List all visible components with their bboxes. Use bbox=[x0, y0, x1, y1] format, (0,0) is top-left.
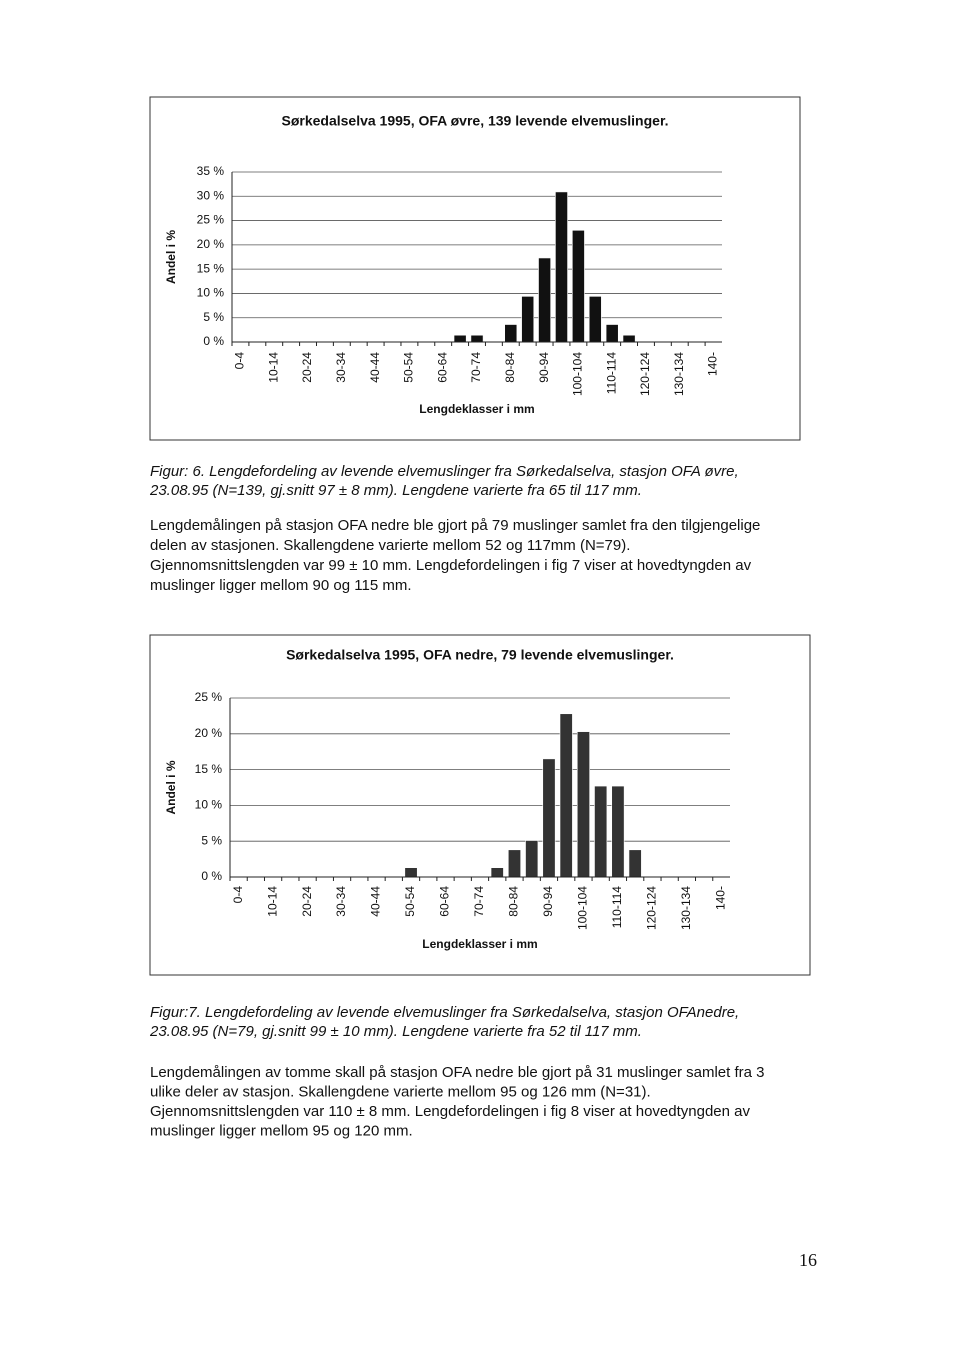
bar bbox=[453, 334, 467, 343]
figure-frame bbox=[149, 634, 811, 976]
x-tick-label: 80-84 bbox=[503, 352, 517, 383]
x-tick-label: 130-134 bbox=[679, 886, 693, 930]
y-tick-label: 10 % bbox=[195, 798, 223, 812]
bar bbox=[521, 296, 535, 343]
x-tick-label: 0-4 bbox=[231, 886, 245, 904]
y-tick-label: 25 % bbox=[197, 213, 225, 227]
figure-7-caption: 23.08.95 (N=79, gj.snitt 99 ± 10 mm). Le… bbox=[149, 1023, 642, 1040]
x-tick-label: 110-114 bbox=[610, 886, 624, 929]
y-tick-label: 30 % bbox=[197, 188, 225, 202]
bar bbox=[605, 324, 619, 343]
bar bbox=[542, 758, 556, 878]
x-tick-label: 20-24 bbox=[300, 886, 314, 917]
paragraph-1: Gjennomsnittslengden var 99 ± 10 mm. Len… bbox=[150, 557, 752, 574]
paragraph-2: Gjennomsnittslengden var 110 ± 8 mm. Len… bbox=[150, 1103, 750, 1120]
x-tick-label: 10-14 bbox=[266, 352, 280, 383]
x-tick-label: 70-74 bbox=[472, 886, 486, 917]
x-tick-label: 90-94 bbox=[541, 886, 555, 917]
bar bbox=[525, 840, 539, 878]
x-tick-label: 120-124 bbox=[638, 352, 652, 396]
y-tick-label: 5 % bbox=[201, 833, 222, 847]
bar bbox=[404, 867, 418, 878]
figure-6-caption: 23.08.95 (N=139, gj.snitt 97 ± 8 mm). Le… bbox=[149, 482, 642, 499]
figure-6-caption: Figur: 6. Lengdefordeling av levende elv… bbox=[150, 463, 739, 480]
figure-frame bbox=[149, 96, 801, 441]
x-tick-label: 40-44 bbox=[368, 352, 382, 383]
x-tick-label: 30-34 bbox=[334, 352, 348, 383]
bar bbox=[628, 849, 642, 878]
x-tick-label: 140- bbox=[714, 886, 728, 910]
paragraph-1: Lengdemålingen på stasjon OFA nedre ble … bbox=[150, 517, 760, 534]
chart-title: Sørkedalselva 1995, OFA øvre, 139 levend… bbox=[281, 113, 668, 129]
figure-7-caption: Figur:7. Lengdefordeling av levende elve… bbox=[150, 1004, 739, 1021]
bar bbox=[559, 713, 573, 878]
x-tick-label: 50-54 bbox=[402, 352, 416, 383]
bar bbox=[490, 867, 504, 878]
y-axis-label: Andel i % bbox=[164, 230, 178, 284]
bar bbox=[588, 296, 602, 343]
x-tick-label: 60-64 bbox=[435, 352, 449, 383]
x-tick-label: 80-84 bbox=[507, 886, 521, 917]
y-tick-label: 10 % bbox=[197, 286, 225, 300]
y-tick-label: 0 % bbox=[203, 334, 224, 348]
x-tick-label: 30-34 bbox=[334, 886, 348, 917]
paragraph-2: ulike deler av stasjon. Skallengdene var… bbox=[150, 1083, 651, 1100]
x-tick-label: 90-94 bbox=[537, 352, 551, 383]
bar bbox=[611, 785, 625, 878]
bar bbox=[538, 257, 551, 343]
bar bbox=[504, 324, 518, 343]
x-axis-label: Lengdeklasser i mm bbox=[419, 402, 534, 416]
bar bbox=[470, 334, 484, 343]
bar bbox=[555, 191, 568, 343]
page-number: 16 bbox=[799, 1250, 817, 1270]
y-axis-label: Andel i % bbox=[164, 760, 178, 814]
x-tick-label: 130-134 bbox=[672, 352, 686, 396]
bar bbox=[622, 334, 636, 343]
y-tick-label: 20 % bbox=[195, 726, 223, 740]
bar bbox=[594, 785, 608, 878]
x-tick-label: 120-124 bbox=[645, 886, 659, 930]
y-tick-label: 15 % bbox=[197, 261, 225, 275]
x-tick-label: 0-4 bbox=[233, 352, 247, 370]
x-tick-label: 100-104 bbox=[576, 886, 590, 930]
paragraph-1: muslinger ligger mellom 90 og 115 mm. bbox=[150, 577, 412, 594]
x-tick-label: 60-64 bbox=[438, 886, 452, 917]
x-tick-label: 50-54 bbox=[403, 886, 417, 917]
x-tick-label: 100-104 bbox=[571, 352, 585, 396]
y-tick-label: 35 % bbox=[197, 164, 225, 178]
y-tick-label: 20 % bbox=[197, 237, 225, 251]
x-tick-label: 70-74 bbox=[469, 352, 483, 383]
paragraph-2: Lengdemålingen av tomme skall på stasjon… bbox=[150, 1064, 765, 1081]
bar bbox=[576, 731, 590, 878]
y-tick-label: 5 % bbox=[203, 310, 224, 324]
bar bbox=[571, 229, 585, 343]
y-tick-label: 0 % bbox=[201, 869, 222, 883]
bar bbox=[507, 849, 521, 878]
y-tick-label: 15 % bbox=[195, 762, 223, 776]
y-tick-label: 25 % bbox=[195, 690, 223, 704]
chart-title: Sørkedalselva 1995, OFA nedre, 79 levend… bbox=[286, 647, 674, 663]
x-tick-label: 140- bbox=[706, 352, 720, 376]
x-tick-label: 110-114 bbox=[604, 352, 618, 395]
x-tick-label: 40-44 bbox=[369, 886, 383, 917]
x-tick-label: 20-24 bbox=[300, 352, 314, 383]
x-axis-label: Lengdeklasser i mm bbox=[422, 937, 537, 951]
x-tick-label: 10-14 bbox=[265, 886, 279, 917]
paragraph-2: muslinger ligger mellom 95 og 120 mm. bbox=[150, 1122, 413, 1139]
paragraph-1: delen av stasjonen. Skallengdene variert… bbox=[150, 537, 630, 554]
